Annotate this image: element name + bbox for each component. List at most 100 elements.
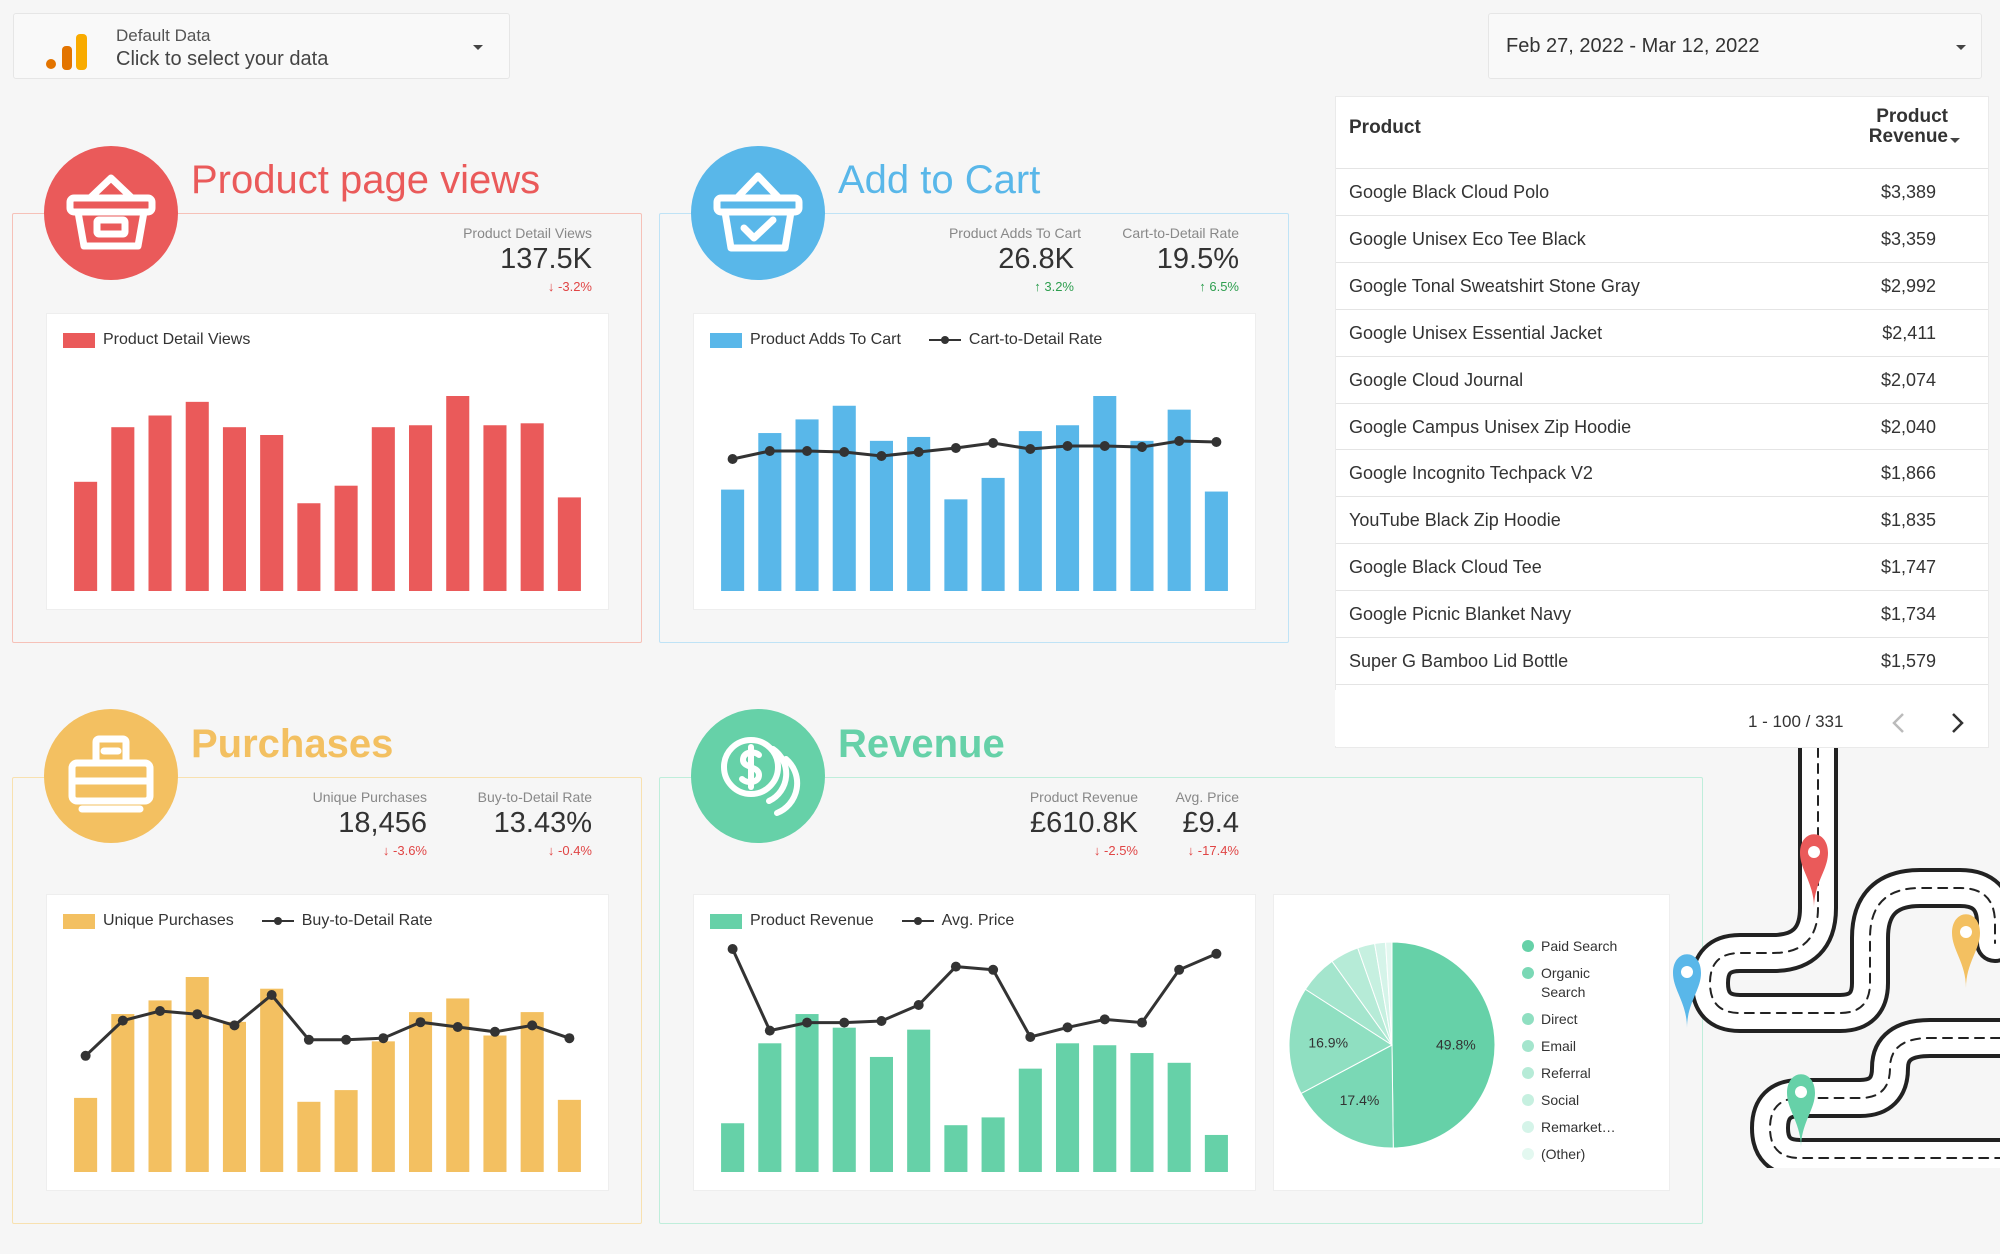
chevron-down-icon bbox=[1956, 45, 1966, 50]
add-to-cart-title: Add to Cart bbox=[838, 158, 1041, 202]
line-series bbox=[731, 948, 1217, 1039]
sort-desc-icon[interactable] bbox=[1950, 138, 1960, 143]
product-name-cell: Google Unisex Essential Jacket bbox=[1349, 322, 1603, 343]
bar bbox=[907, 1029, 931, 1172]
kpi-value: £9.4 bbox=[1182, 807, 1239, 839]
product-name-cell: Google Tonal Sweatshirt Stone Gray bbox=[1349, 275, 1640, 296]
analytics-logo-icon bbox=[46, 34, 87, 70]
product-name-cell: Google Incognito Techpack V2 bbox=[1349, 463, 1593, 484]
next-page-icon[interactable] bbox=[1946, 710, 1968, 736]
table-row[interactable]: Google Black Cloud Tee $1,747 bbox=[1336, 543, 1988, 590]
pie-legend-item: Social bbox=[1522, 1091, 1632, 1110]
table-row[interactable]: Google Cloud Journal $2,074 bbox=[1336, 355, 1988, 403]
table-row[interactable]: Google Tonal Sweatshirt Stone Gray $2,992 bbox=[1336, 261, 1988, 309]
line-point bbox=[1136, 1017, 1147, 1028]
table-row[interactable]: Google Incognito Techpack V2 $1,866 bbox=[1336, 449, 1988, 496]
bar bbox=[1018, 1068, 1042, 1172]
chart-legend: Product Detail Views bbox=[63, 331, 250, 349]
chart-legend: Product Revenue Avg. Price bbox=[710, 912, 1014, 930]
arrow-down-icon: ↓ bbox=[1093, 843, 1105, 858]
line-point bbox=[876, 1016, 887, 1026]
bar bbox=[297, 1101, 321, 1172]
prev-page-icon[interactable] bbox=[1888, 710, 1910, 736]
kpi-value: 26.8K bbox=[998, 243, 1074, 275]
bar bbox=[944, 499, 968, 591]
pie-legend-item: Paid Search bbox=[1522, 937, 1632, 956]
line-series bbox=[84, 992, 570, 1057]
table-row[interactable]: Google Unisex Essential Jacket $2,411 bbox=[1336, 308, 1988, 356]
legend-dot bbox=[1522, 967, 1534, 979]
bar bbox=[1018, 431, 1042, 591]
arrow-down-icon: ↓ bbox=[547, 843, 559, 858]
table-row[interactable]: Google Unisex Eco Tee Black $3,359 bbox=[1336, 214, 1988, 262]
product-name-cell: Google Picnic Blanket Navy bbox=[1349, 604, 1572, 625]
bar bbox=[721, 1123, 745, 1172]
line-point bbox=[1025, 1032, 1036, 1042]
kpi-value: 137.5K bbox=[500, 243, 592, 275]
data-source-selector[interactable]: Default Data Click to select your data bbox=[13, 13, 510, 79]
bar bbox=[222, 1021, 247, 1172]
legend-dot bbox=[1522, 940, 1534, 952]
kpi-label: Product Detail Views bbox=[463, 225, 592, 241]
pie-slice bbox=[1288, 988, 1393, 1095]
kpi-value: 13.43% bbox=[493, 807, 592, 839]
map-pin-green-icon bbox=[1787, 1074, 1815, 1148]
kpi-delta: ↓ -3.2% bbox=[547, 279, 592, 294]
pie-legend-item: Email bbox=[1522, 1037, 1632, 1056]
product-revenue-cell: $1,747 bbox=[1880, 557, 1936, 578]
line-point bbox=[764, 446, 775, 456]
bar bbox=[446, 396, 470, 591]
table-row[interactable]: Google Black Cloud Polo $3,389 bbox=[1336, 168, 1988, 215]
kpi-delta: ↓ -17.4% bbox=[1187, 843, 1239, 858]
pie-slice bbox=[1300, 1044, 1394, 1149]
bar bbox=[944, 1125, 968, 1172]
bar bbox=[557, 1099, 581, 1172]
add-to-cart-section bbox=[659, 213, 1289, 643]
arrow-down-icon: ↓ bbox=[547, 279, 559, 294]
table-row[interactable]: Google Picnic Blanket Navy $1,734 bbox=[1336, 590, 1988, 637]
bar bbox=[74, 1097, 98, 1172]
bar bbox=[74, 481, 98, 591]
cart-icon-circle bbox=[691, 146, 825, 280]
map-pin-blue-icon bbox=[1673, 954, 1701, 1028]
pie-slice-label: 49.8% bbox=[1436, 1037, 1476, 1053]
bar bbox=[1055, 425, 1080, 591]
product-name-cell: Google Cloud Journal bbox=[1349, 369, 1524, 390]
table-row[interactable]: Google Campus Unisex Zip Hoodie $2,040 bbox=[1336, 402, 1988, 450]
pie-slice bbox=[1391, 941, 1496, 1149]
bar bbox=[721, 489, 745, 591]
bar bbox=[1130, 440, 1154, 591]
kpi-delta: ↓ -3.6% bbox=[382, 843, 427, 858]
column-header-product[interactable]: Product bbox=[1349, 117, 1421, 138]
pie-slice bbox=[1385, 941, 1393, 1046]
table-row[interactable]: YouTube Black Zip Hoodie $1,835 bbox=[1336, 496, 1988, 543]
arrow-up-icon: ↑ bbox=[1199, 279, 1210, 294]
coins-dollar-icon bbox=[721, 737, 801, 816]
pie-legend: Paid Search Organic Search Direct Email … bbox=[1522, 937, 1632, 1172]
bar bbox=[408, 425, 433, 591]
bar bbox=[520, 423, 544, 591]
road-map-illustration bbox=[1673, 748, 2000, 1168]
column-header-revenue[interactable]: Product Revenue bbox=[1868, 106, 1948, 147]
line-point bbox=[489, 1026, 500, 1037]
bar bbox=[1055, 1043, 1080, 1172]
basket-icon bbox=[66, 174, 156, 250]
line-point bbox=[839, 447, 850, 457]
bar bbox=[795, 419, 819, 591]
kpi-label: Product Revenue bbox=[1029, 789, 1138, 805]
date-range-picker[interactable]: Feb 27, 2022 - Mar 12, 2022 bbox=[1488, 13, 1982, 79]
bar bbox=[832, 1027, 856, 1172]
bar bbox=[408, 1012, 433, 1172]
bar bbox=[1130, 1053, 1154, 1172]
bar bbox=[222, 427, 247, 591]
line-point bbox=[1174, 436, 1185, 446]
line-point bbox=[1062, 1022, 1073, 1033]
line-point bbox=[378, 1033, 389, 1044]
product-revenue-cell: $2,992 bbox=[1880, 275, 1936, 296]
kpi-delta: ↓ -0.4% bbox=[547, 843, 592, 858]
kpi-delta: ↑ 6.5% bbox=[1199, 279, 1239, 294]
line-point bbox=[876, 451, 887, 461]
line-point bbox=[727, 944, 738, 954]
legend-swatch bbox=[710, 332, 742, 348]
table-row[interactable]: Super G Bamboo Lid Bottle $1,579 bbox=[1336, 637, 1988, 684]
